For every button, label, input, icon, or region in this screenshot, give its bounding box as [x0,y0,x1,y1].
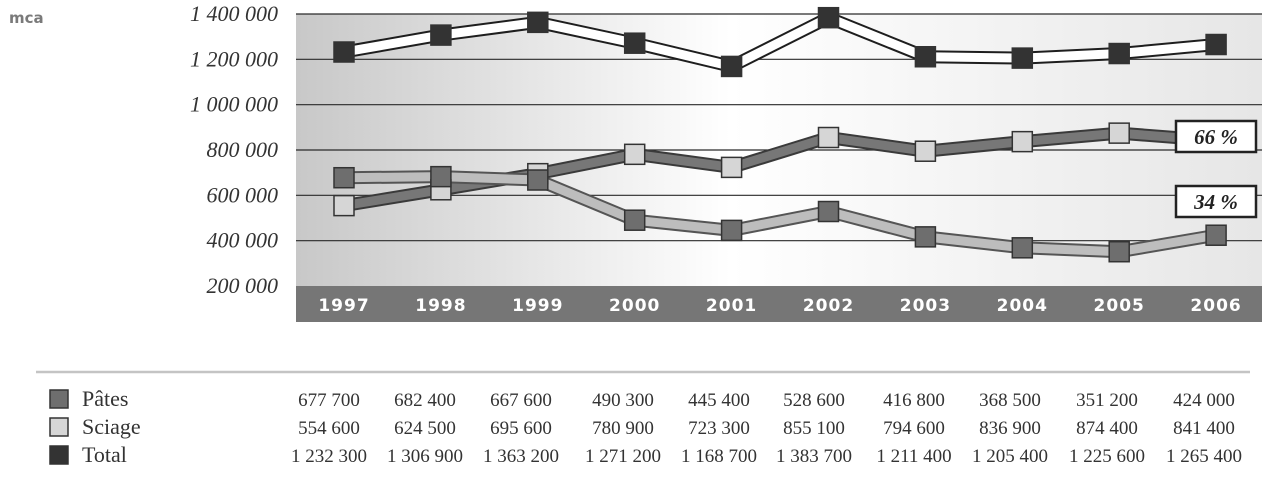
legend-label: Sciage [82,414,141,439]
table-cell: 1 232 300 [291,446,367,467]
table-cell: 836 900 [979,418,1041,439]
table-cell: 1 271 200 [585,446,661,467]
x-tick-label: 2002 [803,296,854,316]
data-point [625,210,645,230]
data-point [1012,48,1032,68]
table-cell: 723 300 [688,418,750,439]
table-cell: 490 300 [592,390,654,411]
y-axis-ticks: 1 400 000 1 200 000 1 000 000 800 000 600 00… [190,1,278,298]
table-cell: 368 500 [979,390,1041,411]
data-point [528,12,548,32]
data-point [334,42,354,62]
table-cell: 682 400 [394,390,456,411]
table-cell: 1 225 600 [1069,446,1145,467]
x-tick-label: 1999 [512,296,563,316]
table-cell: 416 800 [883,390,945,411]
annotation-34: 34 % [1176,186,1256,217]
table-cell: 855 100 [783,418,845,439]
table-cell: 528 600 [783,390,845,411]
table-cell: 794 600 [883,418,945,439]
y-tick-label: 1 000 000 [190,92,278,117]
legend-label: Total [82,442,127,467]
x-tick-label: 1998 [415,296,466,316]
legend-swatch [50,446,68,464]
data-point [1109,44,1129,64]
table-cell: 445 400 [688,390,750,411]
data-point [1012,132,1032,152]
table-cell: 424 000 [1173,390,1235,411]
legend-label: Pâtes [82,386,128,411]
data-point [528,170,548,190]
y-unit-label: mca [9,9,44,27]
data-point [1206,225,1226,245]
data-point [819,128,839,148]
x-tick-label: 2001 [706,296,757,316]
x-tick-label: 2003 [900,296,951,316]
data-point [819,202,839,222]
x-tick-label: 2000 [609,296,660,316]
data-point [722,56,742,76]
table-cell: 554 600 [298,418,360,439]
data-point [722,157,742,177]
data-point [431,167,451,187]
y-tick-label: 200 000 [207,273,279,298]
legend-swatch [50,390,68,408]
x-tick-label: 1997 [318,296,369,316]
data-table: Pâtes 677 700 682 400 667 600 490 300 445 400… [50,386,1242,467]
data-point [334,196,354,216]
x-tick-label: 2006 [1190,296,1241,316]
data-point [1109,123,1129,143]
table-cell: 874 400 [1076,418,1138,439]
data-point [915,141,935,161]
annotation-66-text: 66 % [1194,125,1238,149]
table-cell: 695 600 [490,418,552,439]
y-tick-label: 1 400 000 [190,1,278,26]
legend-swatch [50,418,68,436]
table-cell: 351 200 [1076,390,1138,411]
table-cell: 1 211 400 [876,446,951,467]
table-cell: 1 168 700 [681,446,757,467]
table-cell: 1 363 200 [483,446,559,467]
data-point [334,168,354,188]
table-cell: 1 265 400 [1166,446,1242,467]
data-point [722,220,742,240]
annotation-66: 66 % [1176,121,1256,152]
table-cell: 780 900 [592,418,654,439]
y-tick-label: 1 200 000 [190,46,278,71]
data-point [819,8,839,28]
table-cell: 677 700 [298,390,360,411]
data-point [915,227,935,247]
annotation-34-text: 34 % [1193,190,1238,214]
table-cell: 624 500 [394,418,456,439]
data-point [1109,242,1129,262]
data-point [625,33,645,53]
x-tick-label: 2004 [997,296,1048,316]
y-tick-label: 400 000 [207,228,279,253]
table-cell: 1 383 700 [776,446,852,467]
data-point [1012,238,1032,258]
x-tick-label: 2005 [1094,296,1145,316]
y-tick-label: 600 000 [207,182,279,207]
data-point [625,144,645,164]
data-point [1206,35,1226,55]
table-cell: 667 600 [490,390,552,411]
data-point [915,47,935,67]
y-tick-label: 800 000 [207,137,279,162]
table-cell: 1 205 400 [972,446,1048,467]
data-point [431,25,451,45]
table-cell: 1 306 900 [387,446,463,467]
table-cell: 841 400 [1173,418,1235,439]
